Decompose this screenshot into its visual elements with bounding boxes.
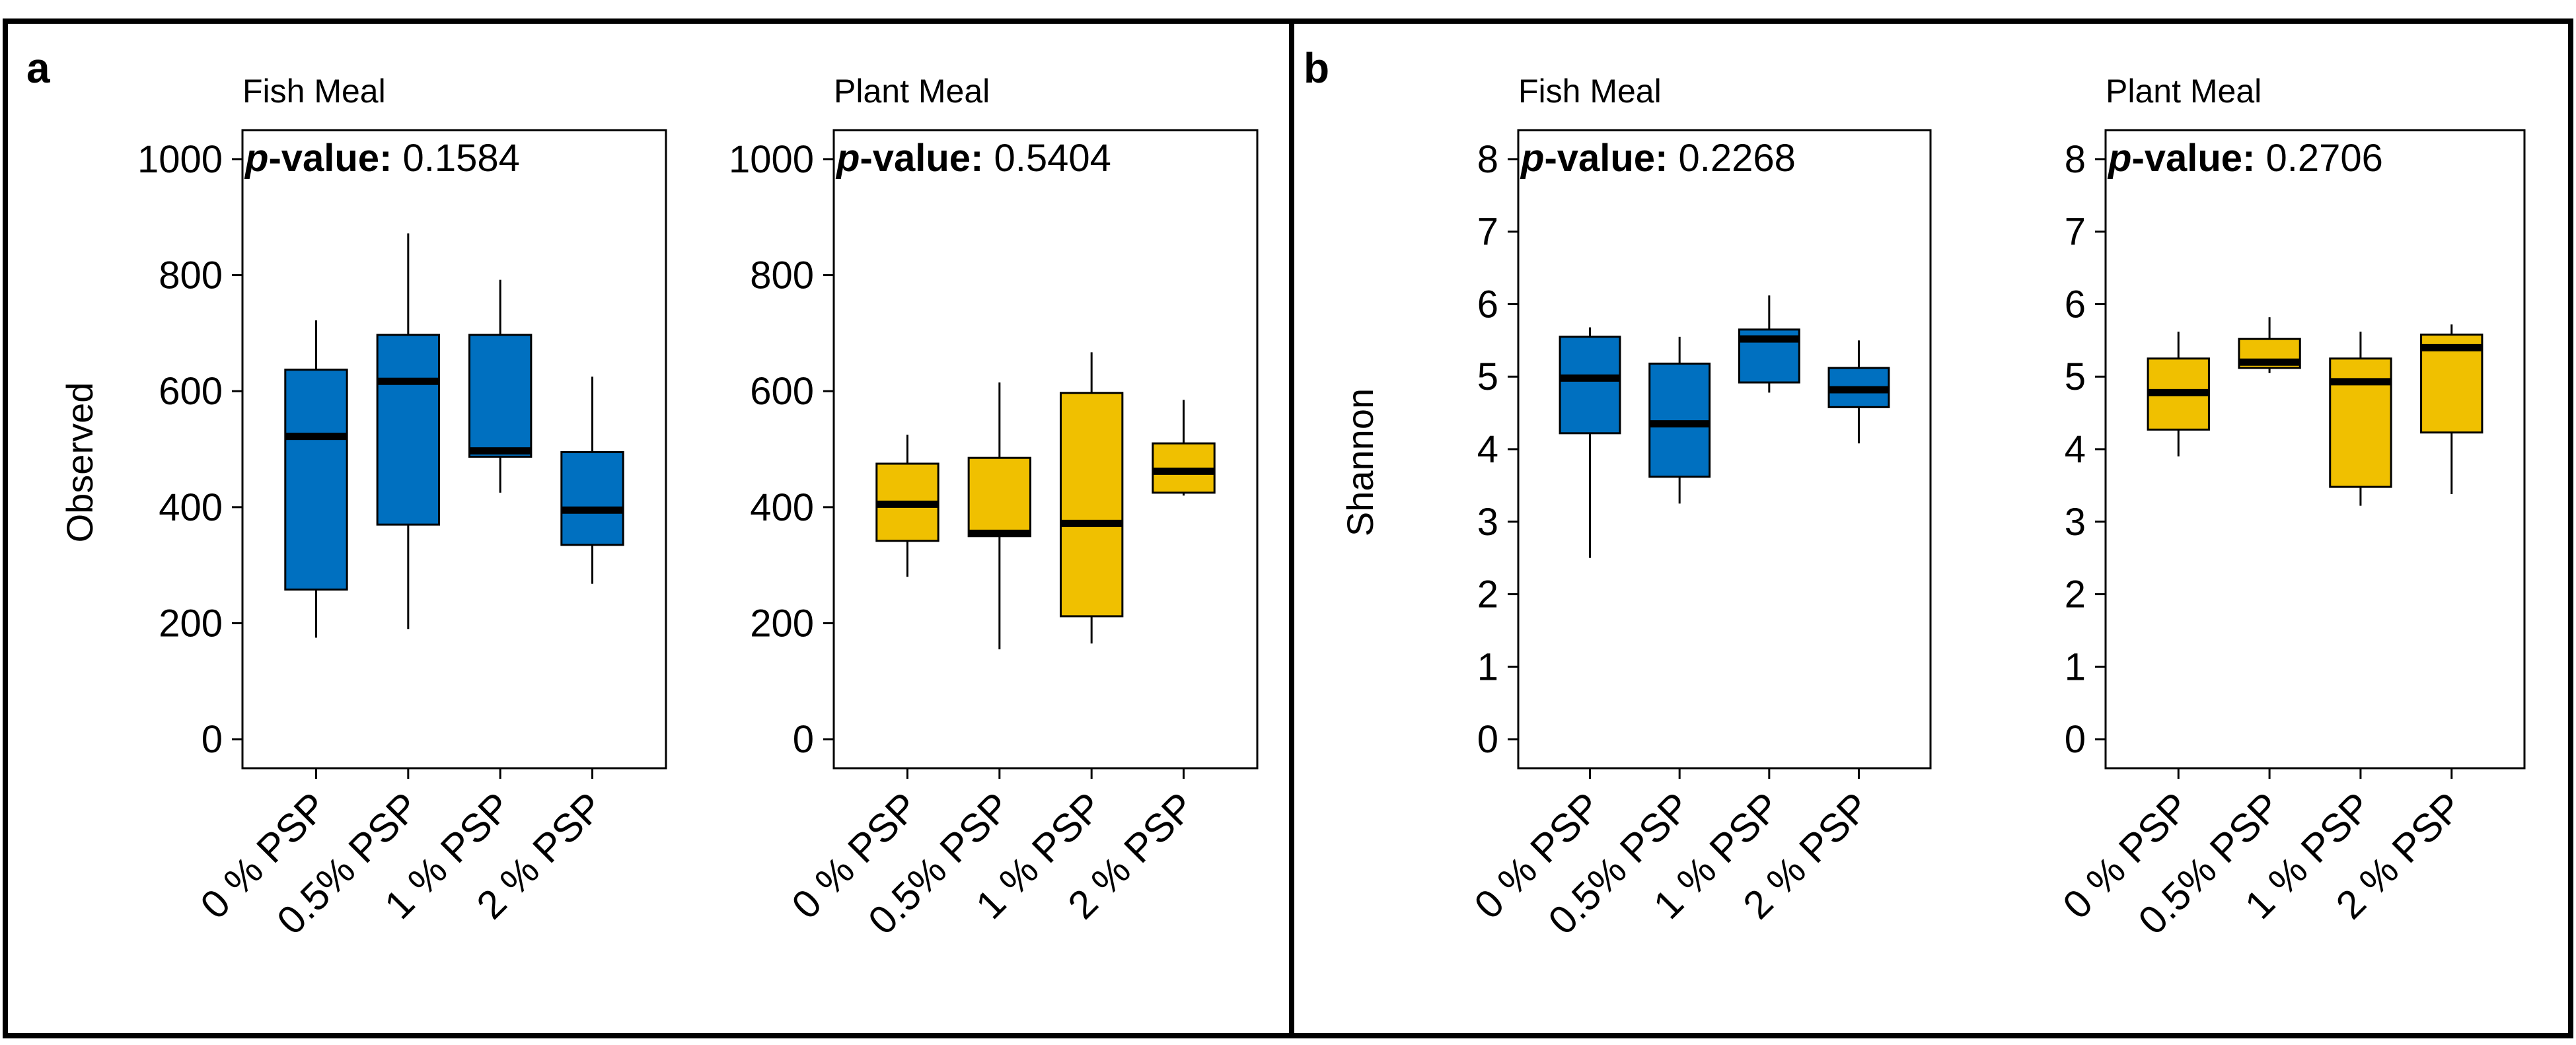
box-2-psp	[2420, 324, 2484, 495]
subplot-fish-meal-observed: Fish Meal 0 200 400 600 800 1000 p-value: 0.158…	[137, 73, 667, 943]
p-value-annotation: p-value: 0.2706	[2107, 137, 2383, 180]
box-0-psp	[1559, 327, 1621, 558]
y-tick-label: 400	[159, 486, 223, 529]
p-value-label: -value:	[268, 137, 392, 180]
p-value-text: -value: 0.5404	[860, 137, 1111, 180]
box-2-psp	[1152, 400, 1216, 496]
y-tick-label: 3	[1477, 501, 1498, 544]
plot-frame	[241, 129, 667, 770]
y-tick-label: 7	[1477, 211, 1498, 254]
subplot-title: Plant Meal	[834, 73, 990, 110]
y-tick-label: 2	[2065, 573, 2086, 616]
y-tick-label: 2	[1477, 573, 1498, 616]
box-2-psp	[1827, 340, 1890, 444]
p-value-text: -value: 0.2268	[1544, 137, 1795, 180]
y-tick-label: 800	[159, 254, 223, 297]
box-1-psp	[1738, 295, 1800, 393]
p-value-label: -value:	[860, 137, 983, 180]
panel-b-label: b	[1304, 44, 1329, 92]
p-value-label: -value:	[2131, 137, 2255, 180]
box-1-psp	[1059, 352, 1124, 644]
y-axis-title-observed: Observed	[59, 382, 100, 543]
p-value-number: 0.1584	[392, 137, 520, 180]
y-tick-label: 1000	[137, 138, 223, 181]
p-value-number: 0.5404	[983, 137, 1111, 180]
p-value-prefix: p	[835, 137, 860, 180]
subplot-plant-meal-observed: Plant Meal 0 200 400 600 800 1000 p-value: 0.54…	[729, 73, 1259, 943]
y-tick-label: 1000	[729, 138, 814, 181]
box-0-5-psp	[376, 233, 441, 630]
p-value-number: 0.2268	[1668, 137, 1796, 180]
y-tick-label: 1	[2065, 645, 2086, 688]
plot-frame	[2104, 129, 2526, 770]
y-tick-label: 4	[2065, 428, 2086, 471]
box-iqr	[468, 334, 533, 458]
box-0-psp	[2147, 332, 2210, 456]
subplot-title: Fish Meal	[242, 73, 386, 110]
box-0-5-psp	[1648, 336, 1711, 504]
y-tick-label: 6	[2065, 283, 2086, 326]
y-tick-label: 3	[2065, 501, 2086, 544]
y-tick-label: 200	[159, 602, 223, 645]
p-value-annotation: p-value: 0.2268	[1520, 137, 1796, 180]
box-1-psp	[468, 279, 533, 493]
box-0-5-psp	[2238, 317, 2301, 373]
subplot-title: Plant Meal	[2106, 73, 2262, 110]
y-tick-label: 5	[2065, 355, 2086, 398]
box-iqr	[284, 369, 348, 591]
y-tick-label: 8	[2065, 138, 2086, 181]
y-tick-label: 7	[2065, 211, 2086, 254]
plot-frame	[832, 129, 1259, 770]
y-tick-label: 200	[750, 602, 814, 645]
plot-frame	[1517, 129, 1932, 770]
p-value-label: -value:	[1544, 137, 1668, 180]
y-axis-title-shannon: Shannon	[1339, 388, 1381, 536]
y-tick-label: 0	[793, 718, 814, 761]
y-tick-label: 600	[159, 370, 223, 413]
p-value-text: -value: 0.2706	[2131, 137, 2382, 180]
y-tick-label: 5	[1477, 355, 1498, 398]
y-tick-label: 6	[1477, 283, 1498, 326]
p-value-annotation: p-value: 0.5404	[835, 137, 1111, 180]
box-1-psp	[2329, 332, 2392, 506]
y-tick-label: 8	[1477, 138, 1498, 181]
y-tick-label: 1	[1477, 645, 1498, 688]
p-value-prefix: p	[2107, 137, 2131, 180]
box-iqr	[967, 456, 1032, 538]
p-value-number: 0.2706	[2255, 137, 2383, 180]
p-value-prefix: p	[244, 137, 268, 180]
p-value-annotation: p-value: 0.1584	[244, 137, 520, 180]
box-0-psp	[875, 435, 939, 577]
p-value-text: -value: 0.1584	[268, 137, 519, 180]
box-2-psp	[560, 377, 624, 584]
y-tick-label: 400	[750, 486, 814, 529]
box-iqr	[2329, 357, 2392, 488]
box-iqr	[560, 450, 624, 546]
panel-a-label: a	[26, 44, 50, 92]
y-tick-label: 4	[1477, 428, 1498, 471]
p-value-prefix: p	[1520, 137, 1544, 180]
y-tick-label: 0	[202, 718, 223, 761]
panel-b-frame	[1289, 18, 2573, 1038]
subplot-title: Fish Meal	[1518, 73, 1662, 110]
y-tick-label: 800	[750, 254, 814, 297]
box-iqr	[376, 334, 441, 526]
y-tick-label: 0	[1477, 718, 1498, 761]
box-iqr	[1559, 336, 1621, 435]
y-tick-label: 600	[750, 370, 814, 413]
box-0-5-psp	[967, 382, 1032, 649]
y-tick-label: 0	[2065, 718, 2086, 761]
box-0-psp	[284, 320, 348, 638]
box-iqr	[1059, 392, 1124, 618]
